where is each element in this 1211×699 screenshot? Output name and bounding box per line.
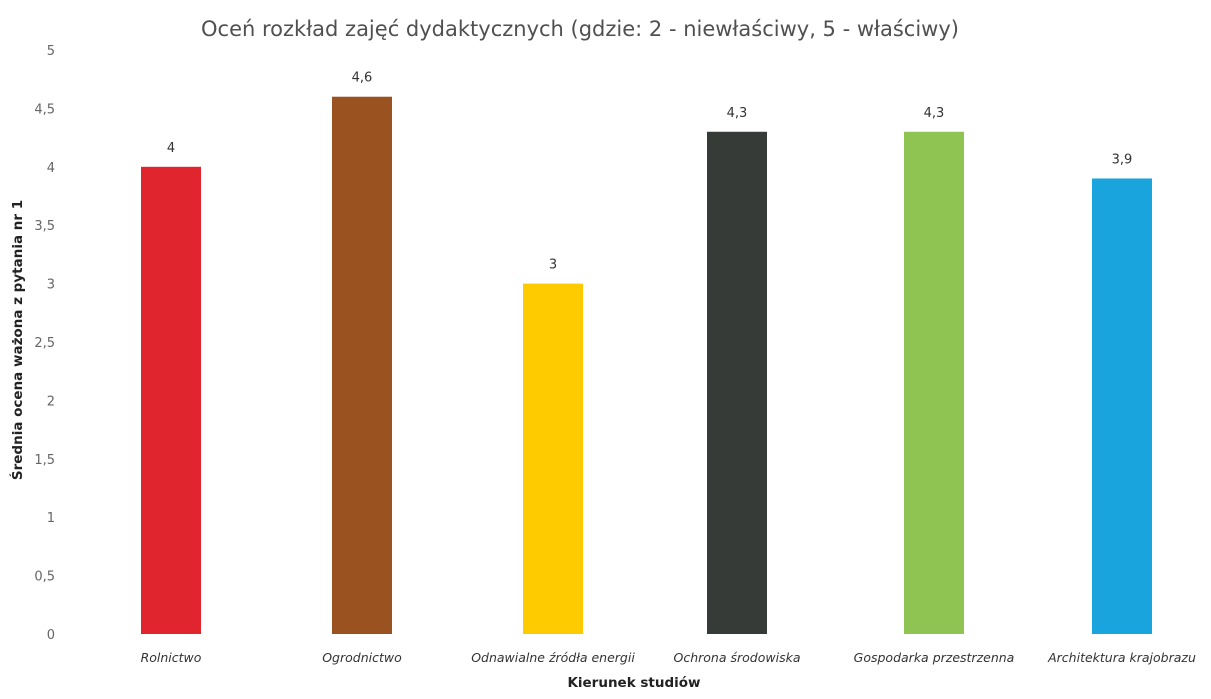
data-labels: 4 4,6 3 4,3 4,3 3,9 bbox=[167, 71, 1132, 273]
x-category-label: Ochrona środowiska bbox=[674, 650, 801, 665]
x-category-label: Architektura krajobrazu bbox=[1047, 650, 1196, 665]
y-tick-label: 4 bbox=[47, 161, 55, 176]
y-tick-label: 1 bbox=[47, 511, 55, 526]
data-label: 4,3 bbox=[727, 106, 748, 121]
x-category-label: Rolnictwo bbox=[141, 650, 202, 665]
category-labels: Rolnictwo Ogrodnictwo Odnawialne źródła en… bbox=[141, 650, 1196, 665]
y-tick-label: 1,5 bbox=[34, 453, 55, 468]
bars bbox=[141, 96, 1152, 635]
data-label: 3 bbox=[549, 258, 557, 273]
x-category-label: Odnawialne źródła energii bbox=[471, 650, 635, 665]
bar bbox=[523, 283, 583, 634]
y-tick-label: 0 bbox=[47, 628, 55, 643]
y-tick-label: 5 bbox=[47, 44, 55, 59]
x-category-label: Ogrodnictwo bbox=[322, 650, 402, 665]
y-tick-label: 2 bbox=[47, 394, 55, 409]
x-axis-title: Kierunek studiów bbox=[567, 675, 700, 691]
bar bbox=[141, 166, 201, 635]
y-tick-label: 0,5 bbox=[34, 570, 55, 585]
data-label: 3,9 bbox=[1112, 152, 1133, 167]
bar bbox=[707, 131, 767, 634]
bar bbox=[904, 131, 964, 634]
y-tick-label: 4,5 bbox=[34, 102, 55, 117]
x-category-label: Gospodarka przestrzenna bbox=[854, 650, 1015, 665]
chart-title: Oceń rozkład zajęć dydaktycznych (gdzie:… bbox=[201, 17, 959, 41]
bar bbox=[332, 96, 392, 635]
data-label: 4,3 bbox=[924, 106, 945, 121]
y-axis-ticks: 0 0,5 1 1,5 2 2,5 3 3,5 4 4,5 5 bbox=[34, 44, 55, 643]
data-label: 4 bbox=[167, 141, 175, 156]
y-tick-label: 3 bbox=[47, 278, 55, 293]
bar bbox=[1092, 178, 1152, 635]
y-axis-title: Średnia ocena ważona z pytania nr 1 bbox=[8, 200, 26, 480]
y-tick-label: 2,5 bbox=[34, 336, 55, 351]
data-label: 4,6 bbox=[352, 71, 373, 86]
y-tick-label: 3,5 bbox=[34, 219, 55, 234]
